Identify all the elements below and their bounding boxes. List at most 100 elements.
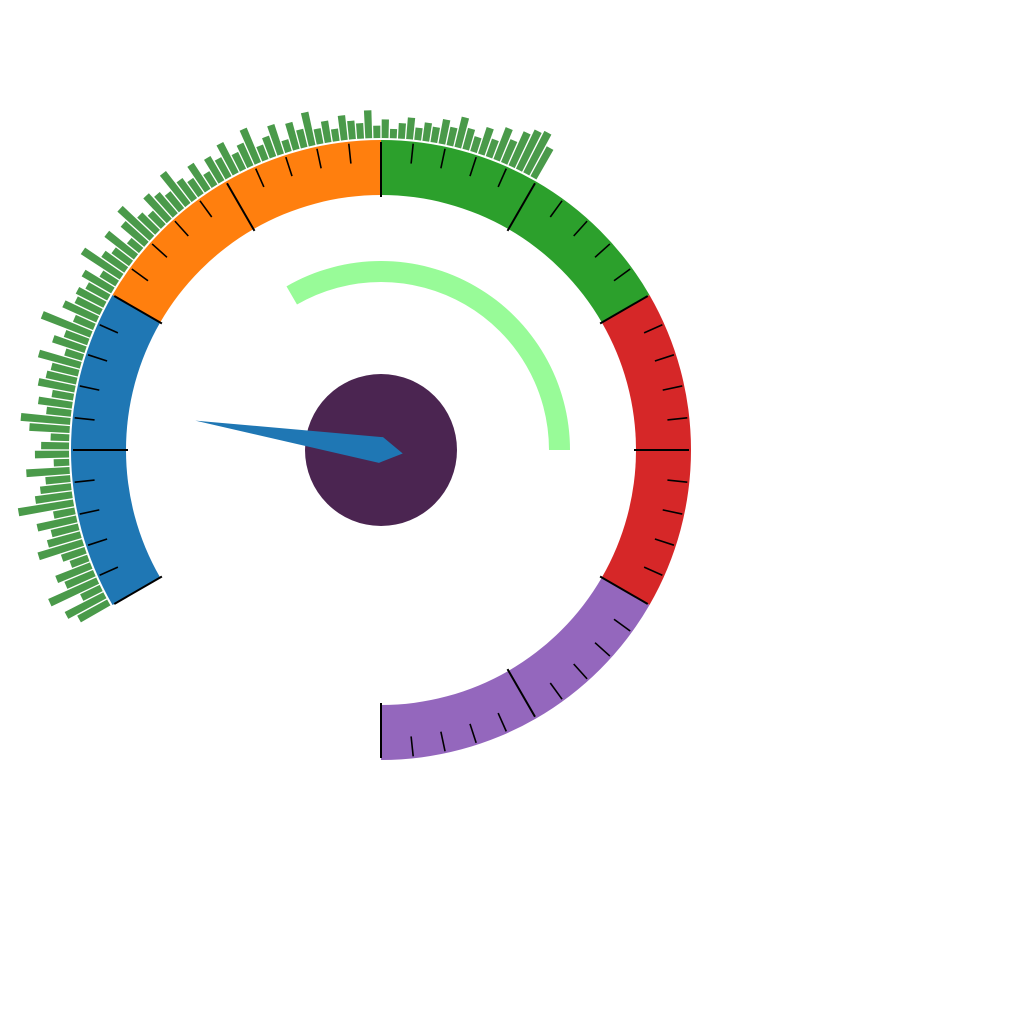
histogram-bar — [239, 127, 261, 165]
minor-tick — [549, 200, 563, 218]
histogram-bar — [74, 296, 103, 316]
histogram-bar — [203, 171, 218, 188]
gauge-needle — [195, 420, 403, 463]
histogram-bar — [53, 458, 70, 467]
histogram-bar — [523, 130, 552, 176]
minor-tick — [497, 712, 508, 732]
histogram-bar — [493, 127, 513, 162]
gauge-segments — [71, 140, 691, 760]
histogram-bar — [64, 592, 107, 619]
minor-tick — [440, 148, 446, 169]
histogram-bar — [75, 286, 107, 308]
major-tick — [506, 668, 536, 718]
histogram-bar — [159, 170, 191, 208]
histogram-bar — [414, 127, 423, 141]
histogram-bar — [85, 282, 111, 301]
minor-tick — [667, 417, 688, 421]
histogram-bar — [381, 119, 389, 139]
histogram-bar — [430, 126, 441, 144]
minor-tick — [348, 143, 352, 164]
histogram-bar — [126, 237, 144, 254]
highlight-band — [286, 261, 570, 450]
histogram-bar — [285, 121, 300, 151]
histogram-bar — [50, 523, 80, 538]
histogram-bar — [216, 141, 239, 176]
histogram-bar — [267, 124, 284, 156]
minor-tick — [74, 417, 95, 421]
histogram-bar — [300, 111, 316, 147]
minor-tick — [469, 156, 477, 177]
histogram-bar — [104, 230, 139, 260]
minor-tick — [151, 243, 168, 258]
histogram-bar — [40, 311, 93, 338]
histogram-bar — [29, 423, 70, 434]
histogram-bar — [41, 441, 70, 450]
highlight-band-layer — [286, 261, 570, 450]
histogram-bar — [530, 146, 554, 180]
histogram-bar — [37, 378, 76, 393]
minor-tick — [79, 385, 100, 391]
histogram-bar — [330, 128, 340, 142]
histogram-bar — [347, 120, 356, 140]
histogram-bar — [508, 131, 531, 169]
histogram-bar — [99, 270, 119, 287]
histogram-bar — [69, 554, 90, 568]
histogram-bar — [154, 192, 178, 218]
gauge-ticks — [73, 142, 689, 758]
gauge-segment-5 — [381, 577, 650, 760]
histogram-bar — [313, 128, 324, 145]
minor-tick — [87, 538, 108, 546]
histogram-bar — [422, 122, 433, 142]
gauge-segment-3 — [381, 140, 650, 323]
histogram-bar — [446, 126, 458, 147]
minor-tick — [654, 538, 675, 546]
minor-tick — [79, 509, 100, 515]
histogram-layer — [17, 110, 554, 623]
minor-tick — [654, 354, 675, 362]
minor-tick — [594, 642, 611, 657]
histogram-bar — [363, 110, 373, 139]
histogram-bar — [187, 177, 204, 198]
histogram-bar — [17, 499, 75, 517]
histogram-bar — [64, 348, 85, 361]
histogram-bar — [63, 329, 90, 346]
histogram-bar — [281, 139, 292, 154]
minor-tick — [573, 220, 588, 237]
histogram-bar — [45, 475, 71, 485]
minor-tick — [613, 618, 631, 632]
major-tick — [599, 575, 649, 605]
histogram-bar — [164, 191, 185, 213]
histogram-bar — [355, 122, 365, 139]
histogram-bar — [80, 584, 103, 601]
histogram-bar — [406, 117, 416, 140]
histogram-bar — [51, 389, 75, 401]
histogram-bar — [236, 142, 254, 169]
histogram-bar — [501, 139, 518, 165]
minor-tick — [573, 663, 588, 680]
minor-tick — [87, 354, 108, 362]
minor-tick — [199, 200, 213, 218]
major-tick — [113, 575, 163, 605]
histogram-bar — [50, 433, 70, 442]
histogram-bar — [389, 128, 398, 139]
histogram-bar — [438, 118, 451, 145]
histogram-bar — [373, 125, 381, 139]
minor-tick — [131, 268, 149, 282]
minor-tick — [410, 736, 414, 757]
minor-tick — [662, 385, 683, 391]
major-tick — [599, 295, 649, 325]
minor-tick — [643, 323, 663, 334]
histogram-bar — [187, 162, 211, 193]
minor-tick — [643, 566, 663, 577]
histogram-bar — [34, 450, 70, 459]
histogram-bar — [53, 507, 76, 519]
histogram-bar — [262, 135, 277, 159]
histogram-bar — [50, 362, 80, 377]
histogram-bar — [34, 491, 73, 504]
histogram-bar — [320, 120, 332, 144]
histogram-bar — [46, 531, 82, 548]
histogram-bar — [111, 247, 134, 267]
minor-tick — [74, 479, 95, 483]
histogram-bar — [72, 314, 96, 330]
histogram-bar — [55, 562, 93, 583]
